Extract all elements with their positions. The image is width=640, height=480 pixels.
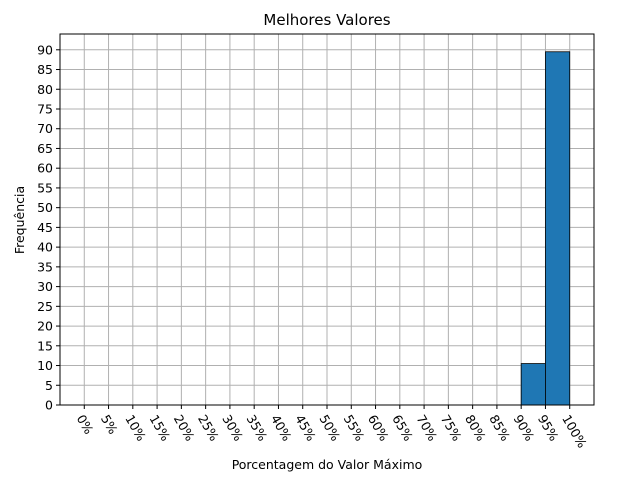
y-tick-label: 40 (37, 240, 53, 255)
y-tick-label: 55 (37, 180, 53, 195)
y-tick-label: 15 (37, 338, 53, 353)
x-tick-label: 10% (122, 412, 149, 444)
x-tick-label: 70% (413, 412, 440, 444)
y-tick-label: 50 (37, 200, 53, 215)
y-tick-label: 85 (37, 62, 53, 77)
x-tick-label: 85% (486, 412, 513, 444)
x-tick-label: 60% (365, 412, 392, 444)
x-tick-label: 45% (292, 412, 319, 444)
histogram-bar (520, 363, 546, 406)
y-axis-ticks: 0 5 10 15 20 25 30 35 40 45 50 55 60 65 70 75 80 85 90 (37, 42, 60, 413)
x-tick-label: 75% (438, 412, 465, 444)
x-tick-label: 50% (316, 412, 343, 444)
x-tick-label: 20% (171, 412, 198, 444)
y-tick-label: 80 (37, 82, 53, 97)
x-tick-label: 0% (74, 412, 97, 437)
y-tick-label: 35 (37, 259, 53, 274)
y-tick-label: 70 (37, 121, 53, 136)
x-tick-label: 25% (195, 412, 222, 444)
x-tick-label: 30% (219, 412, 246, 444)
y-tick-label: 45 (37, 220, 53, 235)
grid-lines (60, 34, 594, 406)
x-tick-label: 5% (98, 412, 121, 437)
y-tick-label: 10 (37, 358, 53, 373)
y-tick-label: 90 (37, 42, 53, 57)
bars (520, 51, 571, 406)
x-tick-label: 35% (244, 412, 271, 444)
y-tick-label: 20 (37, 319, 53, 334)
chart-title: Melhores Valores (263, 11, 390, 29)
y-tick-label: 0 (45, 398, 53, 413)
histogram-bar (545, 51, 571, 406)
y-tick-label: 75 (37, 101, 53, 116)
x-axis-ticks: 0% 5% 10%15%20%25%30%35%40%45%50%55%60%65%… (74, 405, 590, 451)
y-tick-label: 30 (37, 279, 53, 294)
x-tick-label: 100% (559, 412, 590, 451)
x-tick-label: 65% (389, 412, 416, 444)
y-axis-label: Frequência (12, 186, 27, 254)
x-tick-label: 40% (268, 412, 295, 444)
y-tick-label: 25 (37, 299, 53, 314)
x-tick-label: 90% (511, 412, 538, 444)
y-tick-label: 60 (37, 161, 53, 176)
x-tick-label: 15% (146, 412, 173, 444)
x-tick-label: 95% (535, 412, 562, 444)
y-tick-label: 65 (37, 141, 53, 156)
x-axis-label: Porcentagem do Valor Máximo (232, 457, 423, 472)
x-tick-label: 55% (341, 412, 368, 444)
y-tick-label: 5 (45, 378, 53, 393)
x-tick-label: 80% (462, 412, 489, 444)
